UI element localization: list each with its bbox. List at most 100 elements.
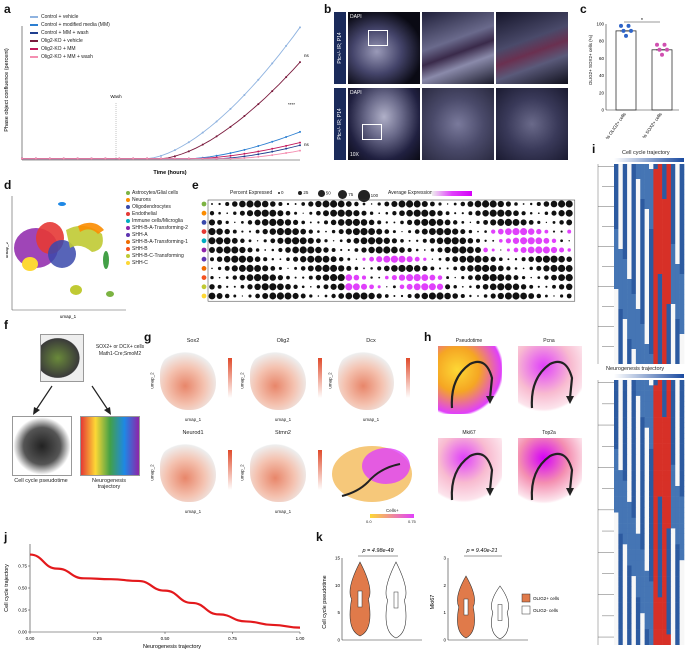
heat-cell bbox=[640, 194, 645, 200]
expression-dot bbox=[535, 255, 543, 263]
heat-cell bbox=[644, 629, 650, 635]
expression-dot bbox=[248, 294, 252, 298]
gene-colorbar bbox=[318, 450, 322, 490]
heat-cell bbox=[653, 634, 659, 640]
expression-dot bbox=[352, 283, 360, 291]
heat-cell bbox=[622, 304, 628, 310]
heat-cell bbox=[670, 470, 676, 476]
heat-cell bbox=[670, 634, 676, 640]
heat-cell bbox=[618, 533, 624, 540]
heat-cell bbox=[640, 359, 645, 364]
expression-dot bbox=[284, 219, 292, 226]
heat-cell bbox=[679, 427, 685, 434]
expression-dot bbox=[354, 248, 359, 252]
heat-cell bbox=[614, 339, 619, 345]
panel-i-heatmaps: Cell cycle trajectory Neurogenesis traje… bbox=[594, 150, 685, 645]
heat-cell bbox=[649, 618, 654, 625]
heat-cell bbox=[670, 554, 676, 561]
expression-dot bbox=[453, 285, 457, 289]
heat-cell bbox=[666, 380, 672, 386]
heat-cell bbox=[662, 443, 667, 450]
heat-cell bbox=[662, 269, 667, 275]
panel-label-g: g bbox=[144, 330, 152, 344]
expression-dot bbox=[217, 266, 222, 271]
heat-cell bbox=[649, 517, 654, 524]
heat-cell bbox=[675, 639, 680, 645]
expression-dot bbox=[233, 294, 237, 298]
heat-cell bbox=[670, 194, 676, 200]
heat-cell bbox=[631, 189, 637, 195]
expression-dot bbox=[286, 202, 290, 206]
heat-cell bbox=[622, 179, 628, 185]
heat-cell bbox=[614, 623, 619, 630]
heat-cell bbox=[675, 244, 680, 250]
expression-dot bbox=[438, 202, 442, 206]
heat-cell bbox=[618, 254, 624, 260]
heat-cell bbox=[653, 464, 659, 471]
expression-dot bbox=[323, 210, 329, 217]
heat-cell bbox=[662, 294, 667, 300]
heat-cell bbox=[662, 319, 667, 325]
expression-dot bbox=[398, 274, 406, 281]
heat-cell bbox=[657, 224, 663, 230]
expression-dot bbox=[489, 200, 497, 208]
heat-cell bbox=[644, 214, 650, 220]
heat-cell bbox=[662, 214, 667, 220]
heat-cell bbox=[622, 294, 628, 300]
heat-cell bbox=[631, 475, 637, 481]
heat-cell bbox=[618, 544, 624, 550]
expression-dot bbox=[437, 247, 443, 253]
heat-cell bbox=[618, 480, 624, 487]
heat-cell bbox=[653, 299, 659, 305]
heat-cell bbox=[644, 470, 650, 476]
heatmap-neurogenesis bbox=[597, 380, 685, 645]
trajectory-arrow-head bbox=[486, 488, 494, 496]
heat-cell bbox=[635, 390, 641, 397]
expression-dot bbox=[489, 283, 497, 291]
gene-title: Neurod1 bbox=[182, 430, 204, 436]
heat-cell bbox=[618, 523, 624, 529]
gene-colorbar bbox=[228, 450, 232, 490]
expression-dot bbox=[537, 285, 540, 288]
heat-cell bbox=[649, 249, 654, 255]
heat-cell bbox=[666, 395, 672, 402]
expression-dot bbox=[224, 228, 230, 235]
heat-cell bbox=[627, 214, 632, 220]
heat-cell bbox=[653, 523, 659, 529]
heat-cell bbox=[670, 385, 676, 391]
expression-dot bbox=[535, 237, 543, 245]
expression-dot bbox=[436, 283, 444, 290]
heat-cell bbox=[670, 459, 676, 466]
heat-cell bbox=[627, 380, 632, 386]
heat-cell bbox=[675, 269, 680, 275]
expression-dot bbox=[370, 203, 373, 205]
heat-cell bbox=[657, 544, 663, 550]
heat-cell bbox=[640, 623, 645, 630]
expression-dot bbox=[384, 201, 390, 207]
wash-label: Wash bbox=[110, 94, 122, 99]
heat-cell bbox=[662, 314, 667, 320]
heat-cell bbox=[644, 274, 650, 280]
expression-dot bbox=[438, 257, 442, 261]
expression-dot bbox=[331, 293, 336, 299]
expression-dot bbox=[421, 218, 429, 226]
expression-dot bbox=[423, 249, 426, 251]
heat-cell bbox=[614, 459, 619, 466]
heat-cell bbox=[635, 570, 641, 577]
heat-cell bbox=[635, 554, 641, 561]
heat-cell bbox=[631, 234, 637, 240]
expression-dot bbox=[413, 200, 421, 208]
expression-dot bbox=[315, 246, 322, 254]
expression-dot bbox=[474, 274, 482, 281]
pct-legend-value: 100 bbox=[370, 192, 379, 198]
heat-cell bbox=[622, 249, 628, 255]
heat-cell bbox=[657, 523, 663, 529]
heat-cell bbox=[670, 607, 676, 614]
heat-cell bbox=[622, 427, 628, 434]
heat-cell bbox=[649, 339, 654, 345]
heat-cell bbox=[666, 209, 672, 215]
heat-cell bbox=[627, 480, 632, 487]
expression-dot bbox=[386, 286, 388, 288]
heat-cell bbox=[631, 607, 637, 614]
heat-cell bbox=[670, 319, 676, 325]
